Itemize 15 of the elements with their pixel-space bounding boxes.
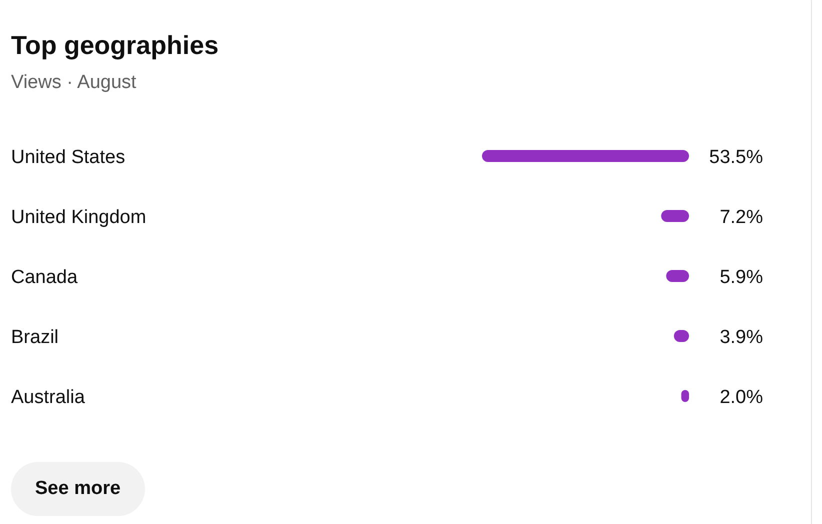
y-tick-label: Australia bbox=[11, 387, 86, 408]
data-label: 2.0% bbox=[720, 387, 764, 408]
bar bbox=[661, 210, 689, 222]
text: See more bbox=[11, 462, 145, 516]
y-tick-label: United Kingdom bbox=[11, 207, 146, 228]
data-label: 7.2% bbox=[720, 207, 764, 228]
y-tick-label: United States bbox=[11, 147, 126, 168]
y-tick-label: Brazil bbox=[11, 327, 59, 348]
text: Top geographies bbox=[11, 30, 219, 61]
y-tick-label: Canada bbox=[11, 267, 78, 288]
data-label: 53.5% bbox=[709, 147, 764, 168]
data-label: 3.9% bbox=[720, 327, 764, 348]
data-label: 5.9% bbox=[720, 267, 764, 288]
text: Views · August bbox=[11, 72, 136, 94]
bar bbox=[482, 150, 689, 162]
